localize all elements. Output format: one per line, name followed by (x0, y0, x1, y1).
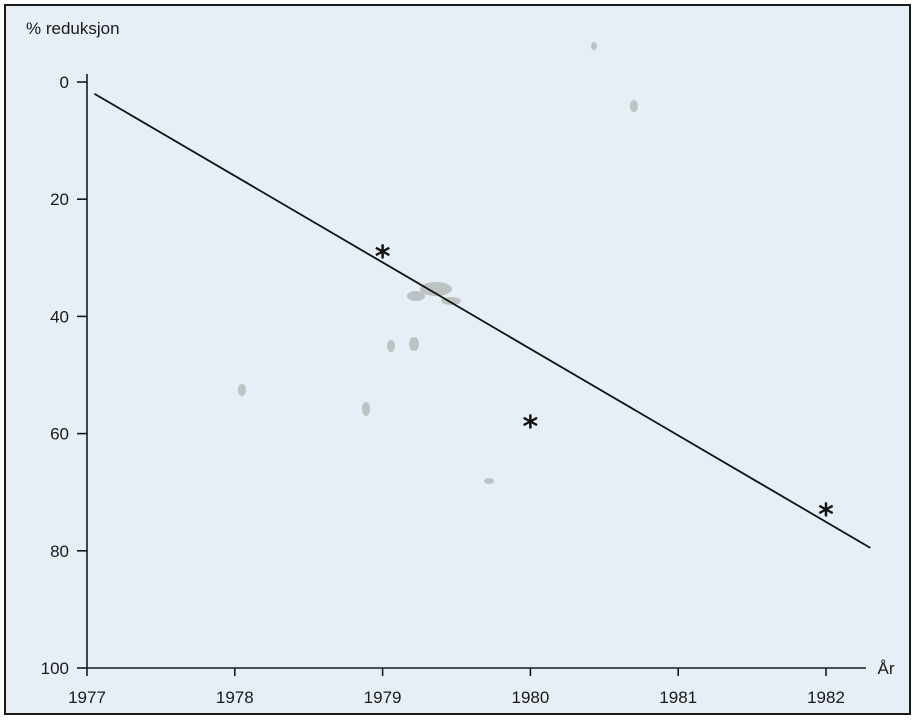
x-axis-title: År (878, 659, 895, 678)
print-speck (484, 478, 494, 484)
y-tick-label: 80 (50, 542, 69, 561)
y-tick-label: 20 (50, 190, 69, 209)
print-speck (420, 282, 452, 296)
print-speck (387, 340, 395, 352)
data-point-asterisk: * (523, 410, 539, 445)
x-tick-label: 1978 (216, 688, 254, 707)
y-tick-label: 40 (50, 307, 69, 326)
print-speck (238, 384, 246, 396)
data-point-asterisk: * (818, 498, 834, 533)
trend-line (93, 92, 871, 549)
x-axis-ticks: 1977 1978 1979 1980 1981 1982 (68, 668, 845, 707)
y-axis-title: % reduksjon (26, 19, 120, 38)
x-tick-label: 1981 (659, 688, 697, 707)
y-tick-label: 0 (60, 73, 69, 92)
print-specks (238, 42, 638, 484)
y-tick-label: 60 (50, 425, 69, 444)
x-tick-label: 1982 (807, 688, 845, 707)
data-point-asterisk: * (375, 240, 391, 275)
data-points: * * * (375, 240, 834, 533)
x-tick-label: 1979 (364, 688, 402, 707)
y-axis-ticks: 0 20 40 60 80 100 (41, 73, 87, 678)
axes (86, 74, 866, 669)
x-tick-label: 1980 (511, 688, 549, 707)
print-speck (409, 337, 419, 351)
trend-line-group (93, 92, 871, 549)
print-speck (407, 291, 425, 301)
print-speck (591, 42, 597, 50)
print-speck (362, 402, 370, 416)
print-speck (630, 100, 638, 112)
y-tick-label: 100 (41, 659, 69, 678)
chart-figure: 1977 1978 1979 1980 1981 1982 0 20 40 60 80 100 * *… (4, 4, 911, 715)
x-tick-label: 1977 (68, 688, 106, 707)
